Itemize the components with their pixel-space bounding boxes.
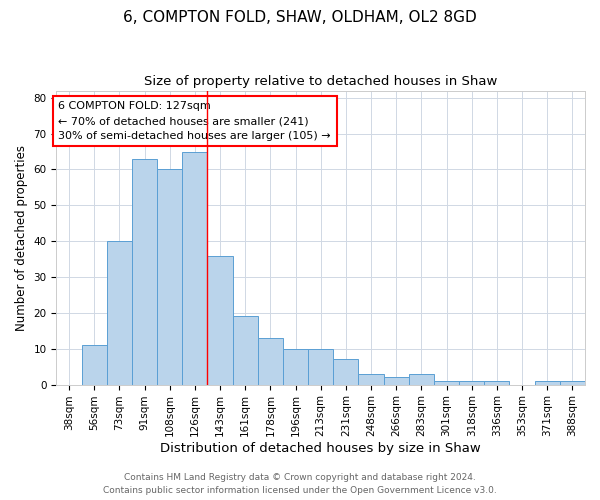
Bar [258,338,283,384]
Bar [459,381,484,384]
Text: 6 COMPTON FOLD: 127sqm
← 70% of detached houses are smaller (241)
30% of semi-de: 6 COMPTON FOLD: 127sqm ← 70% of detached… [58,102,331,141]
Bar [107,241,132,384]
Bar [82,345,107,385]
Bar [233,316,258,384]
Text: 6, COMPTON FOLD, SHAW, OLDHAM, OL2 8GD: 6, COMPTON FOLD, SHAW, OLDHAM, OL2 8GD [123,10,477,25]
Bar [535,381,560,384]
Bar [409,374,434,384]
Bar [132,158,157,384]
Bar [560,381,585,384]
X-axis label: Distribution of detached houses by size in Shaw: Distribution of detached houses by size … [160,442,481,455]
Bar [434,381,459,384]
Bar [283,348,308,384]
Bar [157,170,182,384]
Text: Contains HM Land Registry data © Crown copyright and database right 2024.
Contai: Contains HM Land Registry data © Crown c… [103,473,497,495]
Bar [333,360,358,384]
Y-axis label: Number of detached properties: Number of detached properties [15,144,28,330]
Title: Size of property relative to detached houses in Shaw: Size of property relative to detached ho… [144,75,497,88]
Bar [383,378,409,384]
Bar [308,348,333,384]
Bar [208,256,233,384]
Bar [484,381,509,384]
Bar [358,374,383,384]
Bar [182,152,208,384]
